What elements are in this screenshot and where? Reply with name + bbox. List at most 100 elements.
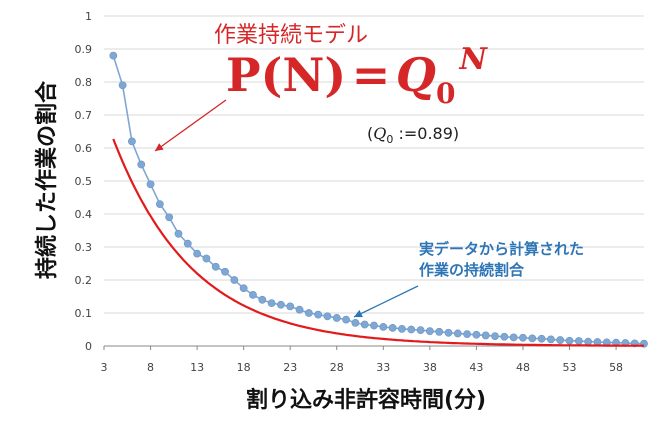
formula-base: Q bbox=[395, 48, 436, 102]
data-point bbox=[276, 300, 285, 309]
y-tick-label: 0.1 bbox=[75, 307, 93, 320]
data-point bbox=[314, 310, 323, 319]
data-point bbox=[546, 335, 555, 344]
data-point bbox=[509, 333, 518, 342]
data-point bbox=[500, 332, 509, 341]
grid bbox=[104, 15, 644, 314]
data-series-line bbox=[112, 55, 645, 345]
y-tick-label: 0.5 bbox=[75, 175, 93, 188]
formula-lhs: P(N) bbox=[226, 48, 347, 102]
model-arrow bbox=[154, 99, 227, 152]
y-tick-label: 0.7 bbox=[75, 109, 93, 122]
axes bbox=[103, 345, 644, 350]
data-point bbox=[267, 299, 276, 307]
data-point bbox=[398, 324, 406, 333]
formula-base-subscript: 0 bbox=[435, 77, 456, 110]
y-tick-label: 0 bbox=[85, 340, 92, 353]
data-point bbox=[351, 318, 360, 327]
data-point bbox=[258, 295, 267, 304]
data-point bbox=[379, 322, 388, 331]
data-point bbox=[360, 320, 369, 329]
y-tick-label: 1 bbox=[85, 10, 92, 23]
x-tick-label: 43 bbox=[469, 361, 483, 374]
data-point bbox=[472, 330, 481, 339]
x-tick-label: 33 bbox=[376, 361, 390, 374]
q0-note-open: ( bbox=[367, 124, 374, 143]
y-axis-label: 持続した作業の割合 bbox=[35, 80, 60, 280]
x-tick-label: 48 bbox=[516, 361, 530, 374]
data-point bbox=[453, 329, 462, 338]
data-point bbox=[574, 337, 583, 345]
data-point bbox=[370, 321, 378, 330]
data-point bbox=[481, 331, 490, 340]
formula: P(N) = Q0N bbox=[226, 42, 487, 110]
data-point bbox=[425, 327, 434, 336]
x-tick-label: 13 bbox=[190, 361, 204, 374]
data-point bbox=[165, 213, 174, 222]
data-point bbox=[519, 333, 527, 342]
formula-exponent: N bbox=[459, 42, 487, 77]
data-point bbox=[221, 267, 229, 276]
y-tick-label: 0.8 bbox=[75, 76, 93, 89]
data-point bbox=[128, 137, 136, 146]
data-point bbox=[230, 276, 239, 284]
data-point bbox=[183, 239, 192, 248]
data-point bbox=[211, 262, 220, 271]
data-note-line1: 実データから計算された bbox=[419, 240, 585, 258]
data-point bbox=[416, 326, 425, 335]
data-point bbox=[323, 312, 332, 321]
data-point bbox=[295, 305, 304, 314]
model-title: 作業持続モデル bbox=[214, 23, 369, 48]
x-tick-label: 58 bbox=[609, 361, 623, 374]
data-point bbox=[528, 334, 537, 343]
x-tick-label: 23 bbox=[283, 361, 297, 374]
x-tick-labels: 3 8 13 18 23 28 33 38 43 48 53 58 bbox=[101, 361, 624, 374]
data-point bbox=[435, 327, 444, 336]
data-point bbox=[146, 180, 155, 189]
data-point bbox=[286, 302, 295, 311]
model-series bbox=[112, 138, 644, 347]
data-point bbox=[444, 328, 453, 337]
data-note-line2: 作業の持続割合 bbox=[419, 261, 525, 279]
x-tick-label: 28 bbox=[330, 361, 344, 374]
data-point bbox=[565, 336, 574, 345]
q0-note-var: Q bbox=[373, 124, 387, 143]
q0-note-sub: 0 bbox=[386, 133, 394, 147]
data-point bbox=[174, 229, 183, 238]
data-point bbox=[109, 51, 118, 60]
data-point bbox=[463, 330, 472, 339]
data-point bbox=[584, 337, 593, 346]
y-tick-label: 0.6 bbox=[75, 142, 93, 155]
data-point bbox=[332, 314, 341, 322]
y-tick-label: 0.9 bbox=[75, 43, 93, 56]
data-point bbox=[239, 284, 248, 293]
data-point bbox=[556, 336, 565, 344]
x-tick-label: 38 bbox=[423, 361, 437, 374]
data-point bbox=[193, 249, 202, 258]
x-tick-label: 53 bbox=[563, 361, 577, 374]
x-tick-label: 3 bbox=[101, 361, 108, 374]
y-tick-label: 0.4 bbox=[75, 208, 93, 221]
x-tick-label: 8 bbox=[147, 361, 154, 374]
data-point bbox=[342, 315, 350, 324]
x-tick-label: 18 bbox=[237, 361, 251, 374]
q0-note: (Q0 :=0.89) bbox=[367, 124, 459, 146]
data-point bbox=[537, 334, 546, 343]
data-point bbox=[202, 254, 211, 263]
data-point bbox=[249, 290, 257, 299]
formula-equals: = bbox=[351, 48, 391, 102]
y-tick-labels: 0 0.1 0.2 0.3 0.4 0.5 0.6 0.7 0.8 0.9 1 bbox=[75, 10, 93, 353]
y-tick-label: 0.2 bbox=[75, 274, 93, 287]
data-point bbox=[155, 200, 164, 208]
data-point bbox=[388, 323, 397, 332]
model-curve bbox=[112, 138, 644, 347]
q0-note-rest: :=0.89) bbox=[393, 124, 460, 143]
data-point bbox=[137, 160, 146, 169]
data-point bbox=[304, 309, 313, 317]
x-axis-label: 割り込み非許容時間(分) bbox=[245, 388, 487, 413]
data-arrow bbox=[353, 285, 419, 318]
data-point bbox=[118, 81, 127, 90]
y-tick-label: 0.3 bbox=[75, 241, 93, 254]
data-point bbox=[491, 332, 499, 340]
